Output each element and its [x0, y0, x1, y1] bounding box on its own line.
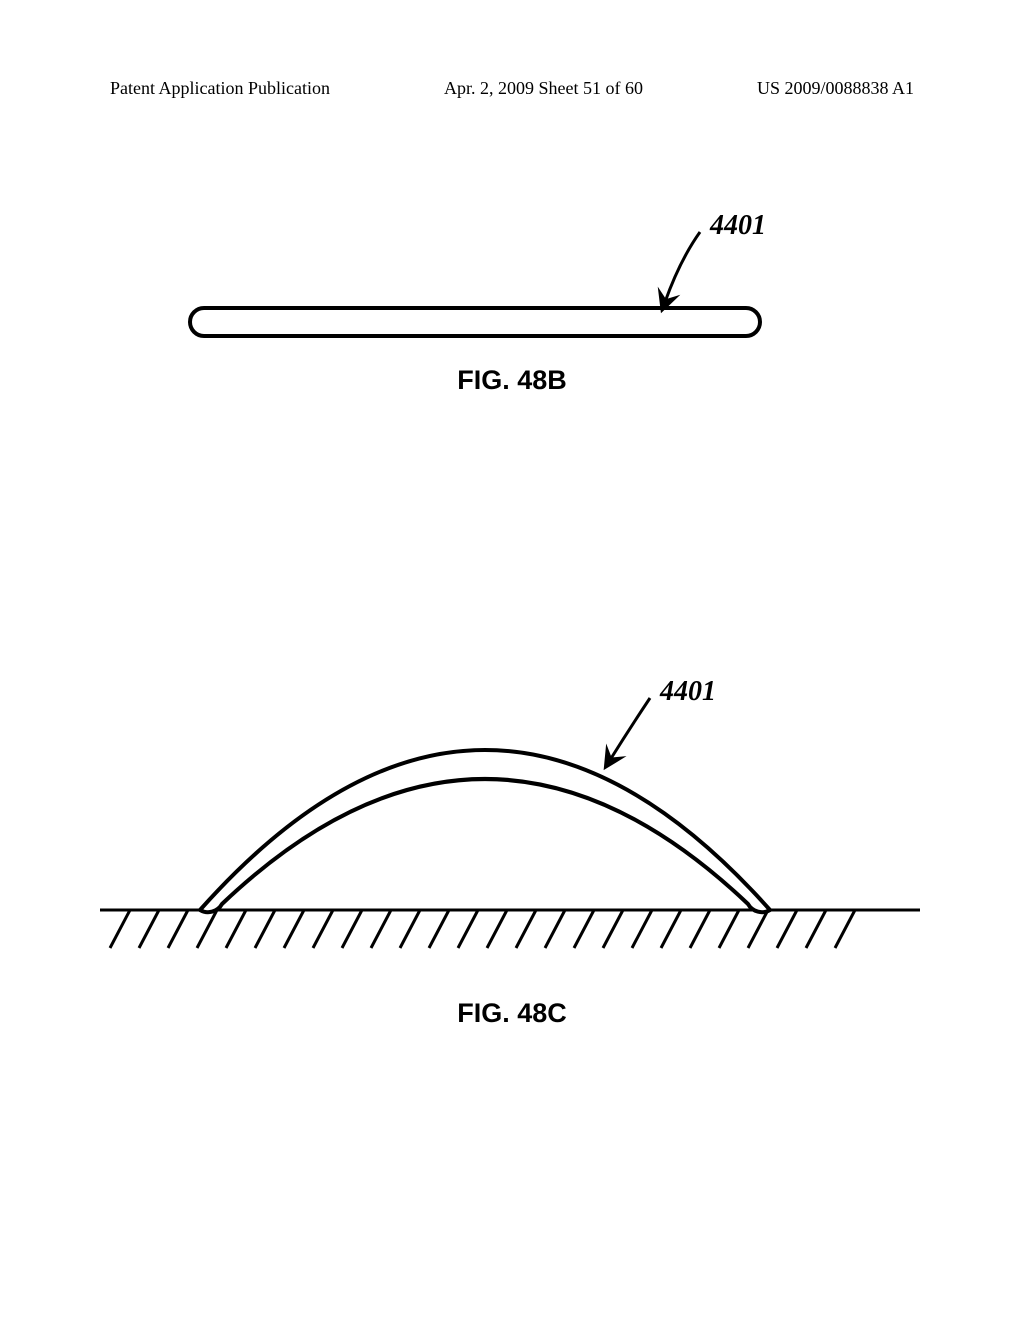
- reference-label-4401-c: 4401: [660, 676, 716, 708]
- figure-caption-48c: FIG. 48C: [0, 998, 1024, 1029]
- figure-48b-drawing: [0, 0, 1024, 420]
- reference-label-4401-b: 4401: [710, 210, 766, 242]
- figure-caption-48b: FIG. 48B: [0, 365, 1024, 396]
